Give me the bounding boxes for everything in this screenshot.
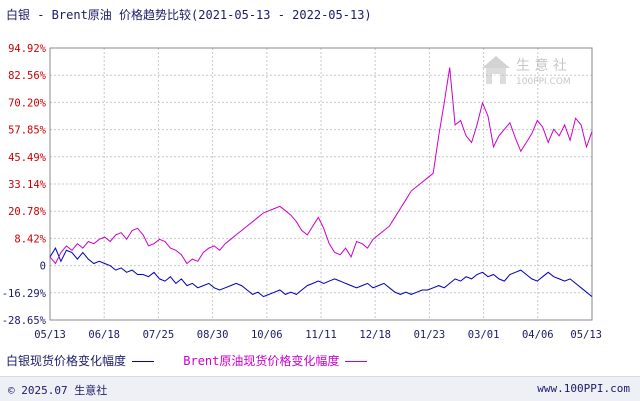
chart-title: 白银 - Brent原油 价格趋势比较(2021-05-13 - 2022-05… <box>6 8 372 22</box>
y-axis: 94.92% 82.56% 70.20% 57.85% 45.49% 33.14% 20.7… <box>2 43 47 327</box>
x-tick-label: 12/18 <box>359 329 391 341</box>
series-group <box>49 67 593 298</box>
legend-label-brent: Brent原油现货价格变化幅度 <box>183 354 340 368</box>
plot-frame <box>49 47 593 321</box>
x-tick-label: 07/25 <box>143 329 175 341</box>
x-tick-label: 03/01 <box>468 329 500 341</box>
x-tick-label: 10/06 <box>251 329 283 341</box>
y-tick-label: 8.42% <box>14 233 46 245</box>
legend-label-silver: 白银现货价格变化幅度 <box>6 354 127 368</box>
x-tick-label: 11/11 <box>305 329 337 341</box>
x-tick-label: 05/13 <box>570 329 602 341</box>
legend: 白银现货价格变化幅度 Brent原油现货价格变化幅度 <box>6 352 389 369</box>
x-axis: 05/13 06/18 07/25 08/30 10/06 11/11 12/18 01/23… <box>34 329 602 341</box>
grid-lines <box>50 48 592 320</box>
legend-swatch-silver <box>132 361 155 362</box>
x-tick-label: 01/23 <box>414 329 446 341</box>
y-tick-label: 20.78% <box>8 206 47 218</box>
y-tick-label: 0 <box>40 261 46 273</box>
x-tick-label: 06/18 <box>88 329 120 341</box>
y-tick-label: -16.29% <box>2 288 47 300</box>
y-tick-label: 57.85% <box>8 125 47 137</box>
y-tick-label: 94.92% <box>8 43 47 55</box>
chart-canvas: 94.92% 82.56% 70.20% 57.85% 45.49% 33.14% 20.7… <box>2 43 602 341</box>
y-tick-label: 45.49% <box>8 152 47 164</box>
legend-item-brent: Brent原油现货价格变化幅度 <box>183 352 368 369</box>
x-tick-label: 04/06 <box>522 329 554 341</box>
series-line-silver <box>49 247 593 298</box>
series-line-brent <box>49 67 593 265</box>
legend-item-silver: 白银现货价格变化幅度 <box>6 352 155 369</box>
legend-swatch-brent <box>345 361 368 362</box>
y-tick-label: 70.20% <box>8 97 47 109</box>
x-tick-label: 08/30 <box>197 329 229 341</box>
y-tick-label: 33.14% <box>8 179 47 191</box>
footer-copyright: © 2025.07 生意社 <box>8 384 108 397</box>
x-tick-label: 05/13 <box>34 329 66 341</box>
footer-bar: © 2025.07 生意社 www.100PPI.com <box>0 376 640 401</box>
y-tick-label: 82.56% <box>8 70 47 82</box>
y-tick-label: -28.65% <box>2 315 47 327</box>
footer-site-link[interactable]: www.100PPI.com <box>537 382 630 395</box>
